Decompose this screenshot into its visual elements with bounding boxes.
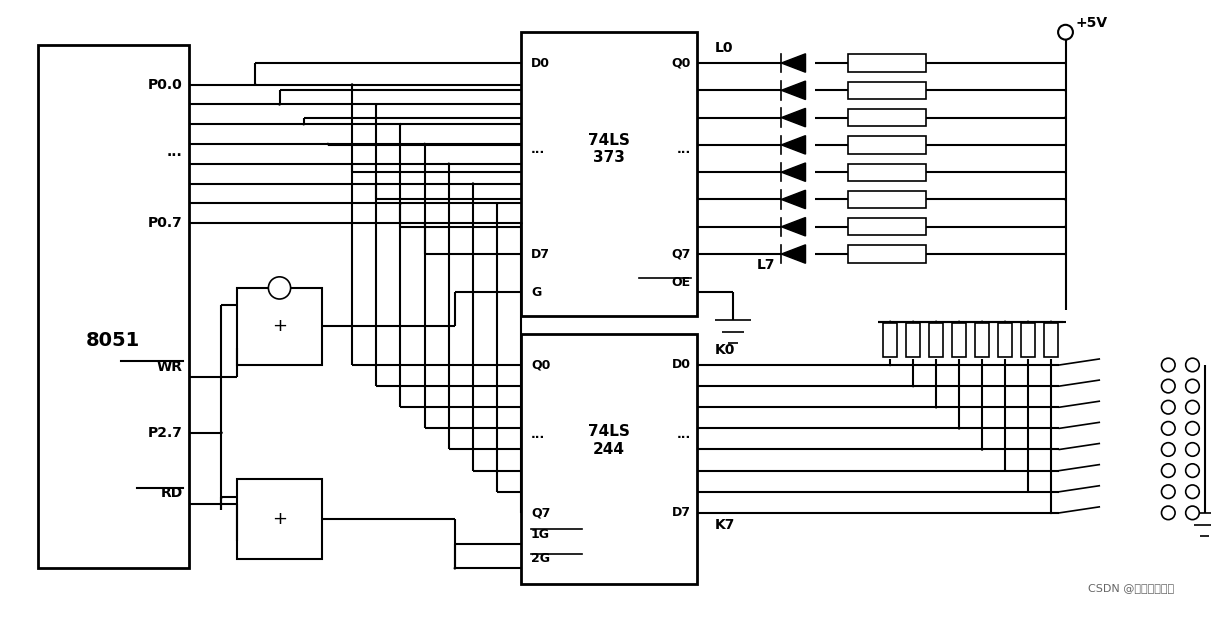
Bar xyxy=(928,323,943,357)
Circle shape xyxy=(1161,443,1176,456)
Bar xyxy=(238,288,322,365)
Polygon shape xyxy=(782,136,806,154)
Text: 1G: 1G xyxy=(531,527,550,540)
Text: D7: D7 xyxy=(671,506,691,519)
Bar xyxy=(38,45,189,568)
Circle shape xyxy=(1185,358,1199,372)
Bar xyxy=(848,109,926,126)
Text: K7: K7 xyxy=(715,518,736,532)
Text: ...: ... xyxy=(531,428,545,441)
Text: 74LS
244: 74LS 244 xyxy=(588,424,630,457)
Polygon shape xyxy=(782,163,806,181)
Circle shape xyxy=(1161,506,1176,519)
Text: P0.0: P0.0 xyxy=(148,77,183,92)
Circle shape xyxy=(268,277,291,299)
Text: ...: ... xyxy=(531,143,545,156)
Text: Q0: Q0 xyxy=(531,358,550,371)
Text: RD: RD xyxy=(160,486,183,500)
Bar xyxy=(848,136,926,154)
Text: K0: K0 xyxy=(715,342,736,357)
Text: D7: D7 xyxy=(531,248,550,261)
Bar xyxy=(882,323,897,357)
Bar xyxy=(848,191,926,208)
Text: OE: OE xyxy=(671,276,691,289)
Text: P2.7: P2.7 xyxy=(148,426,183,439)
Bar xyxy=(848,82,926,99)
Polygon shape xyxy=(782,81,806,100)
Bar xyxy=(848,163,926,181)
Circle shape xyxy=(1185,422,1199,435)
Bar xyxy=(1044,323,1058,357)
Circle shape xyxy=(1185,400,1199,414)
Polygon shape xyxy=(782,245,806,263)
Bar xyxy=(905,323,920,357)
Text: Q0: Q0 xyxy=(671,56,691,69)
Bar xyxy=(1021,323,1035,357)
Text: 8051: 8051 xyxy=(86,331,141,350)
Text: +: + xyxy=(271,318,287,335)
Text: G: G xyxy=(531,286,542,299)
Circle shape xyxy=(1185,485,1199,498)
Polygon shape xyxy=(782,54,806,72)
Polygon shape xyxy=(782,190,806,209)
Circle shape xyxy=(1185,379,1199,393)
Circle shape xyxy=(1058,25,1073,40)
Circle shape xyxy=(1161,422,1176,435)
Circle shape xyxy=(1161,400,1176,414)
Text: D0: D0 xyxy=(531,56,550,69)
Bar xyxy=(951,323,966,357)
Bar xyxy=(521,32,697,316)
Text: CSDN @阿杰学习笔记: CSDN @阿杰学习笔记 xyxy=(1088,583,1174,593)
Circle shape xyxy=(1161,485,1176,498)
Circle shape xyxy=(1185,464,1199,477)
Polygon shape xyxy=(782,217,806,236)
Text: L7: L7 xyxy=(756,258,776,272)
Text: ...: ... xyxy=(676,428,691,441)
Text: +: + xyxy=(271,510,287,528)
Text: P0.7: P0.7 xyxy=(148,216,183,230)
Text: WR: WR xyxy=(156,360,183,374)
Bar xyxy=(974,323,989,357)
Text: ...: ... xyxy=(676,143,691,156)
Text: D0: D0 xyxy=(671,358,691,371)
Circle shape xyxy=(1161,358,1176,372)
Text: Q7: Q7 xyxy=(531,506,550,519)
Circle shape xyxy=(1161,379,1176,393)
Text: 74LS
373: 74LS 373 xyxy=(588,133,630,165)
Text: 2G: 2G xyxy=(531,552,550,565)
Bar xyxy=(848,54,926,72)
Text: Q7: Q7 xyxy=(671,248,691,261)
Circle shape xyxy=(1185,443,1199,456)
Polygon shape xyxy=(782,108,806,127)
Bar xyxy=(238,479,322,559)
Text: +5V: +5V xyxy=(1075,16,1108,30)
Circle shape xyxy=(1185,506,1199,519)
Bar xyxy=(848,218,926,235)
Text: ...: ... xyxy=(167,145,183,159)
Bar xyxy=(848,245,926,262)
Circle shape xyxy=(1161,464,1176,477)
Bar xyxy=(521,334,697,584)
Text: L0: L0 xyxy=(715,41,733,54)
Bar xyxy=(997,323,1012,357)
